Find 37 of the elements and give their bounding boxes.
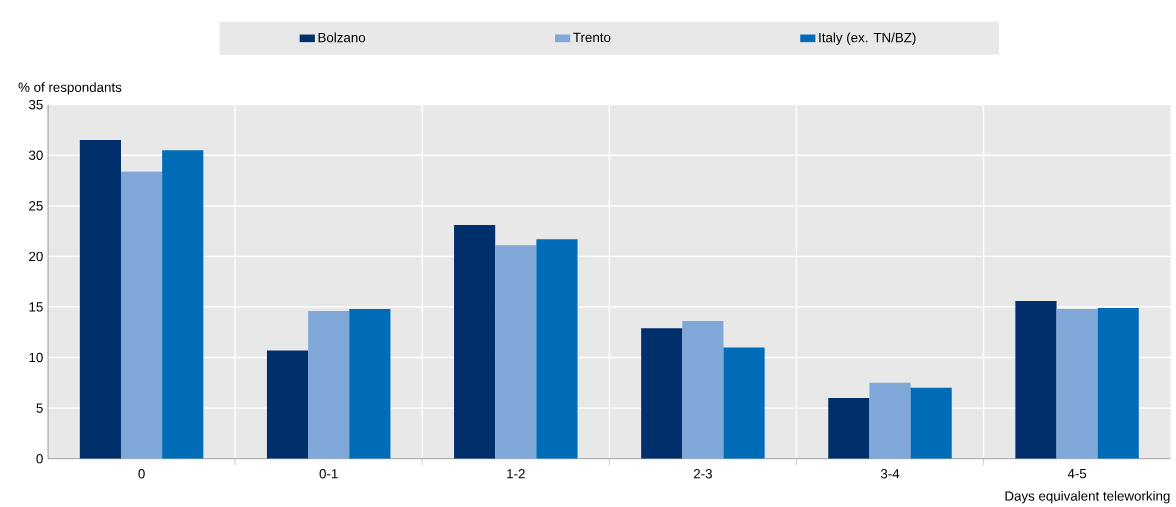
bar <box>828 398 870 459</box>
y-tick-label: 30 <box>28 150 43 161</box>
y-axis-title: % of respondants <box>18 82 122 95</box>
x-tick-label: 0 <box>138 469 145 479</box>
y-tick-label: 35 <box>28 100 43 110</box>
x-tick-label: 0-1 <box>319 469 338 479</box>
y-tick-label: 5 <box>36 403 43 413</box>
bar <box>349 309 391 459</box>
x-axis-title: Days equivalent teleworking <box>1005 491 1170 504</box>
bar <box>910 388 952 459</box>
legend-label: Bolzano <box>318 32 366 43</box>
bar <box>641 328 683 459</box>
bar <box>682 321 724 459</box>
bar <box>120 171 163 459</box>
bar <box>1097 308 1139 459</box>
y-tick-label: 20 <box>29 251 43 262</box>
bar <box>79 140 121 459</box>
x-tick-label: 4-5 <box>1067 469 1087 479</box>
y-tick-label: 0 <box>36 454 43 464</box>
bar <box>308 311 350 459</box>
x-tick-label: 3-4 <box>880 469 900 479</box>
bar <box>266 350 309 459</box>
legend-label: Trento <box>573 32 611 43</box>
bar <box>536 239 578 459</box>
bar <box>495 245 537 459</box>
x-tick-label: 1-2 <box>507 469 525 479</box>
bar <box>1015 301 1057 459</box>
bar <box>723 347 765 459</box>
bar <box>869 382 911 459</box>
y-tick-label: 10 <box>29 352 43 363</box>
y-tick-label: 25 <box>29 201 43 211</box>
legend-label: Italy (ex. TN/BZ) <box>819 32 916 46</box>
bar <box>1056 309 1098 459</box>
y-tick-label: 15 <box>29 302 43 312</box>
bar <box>162 150 204 459</box>
x-tick-label: 2-3 <box>693 469 712 479</box>
bar <box>454 225 496 459</box>
